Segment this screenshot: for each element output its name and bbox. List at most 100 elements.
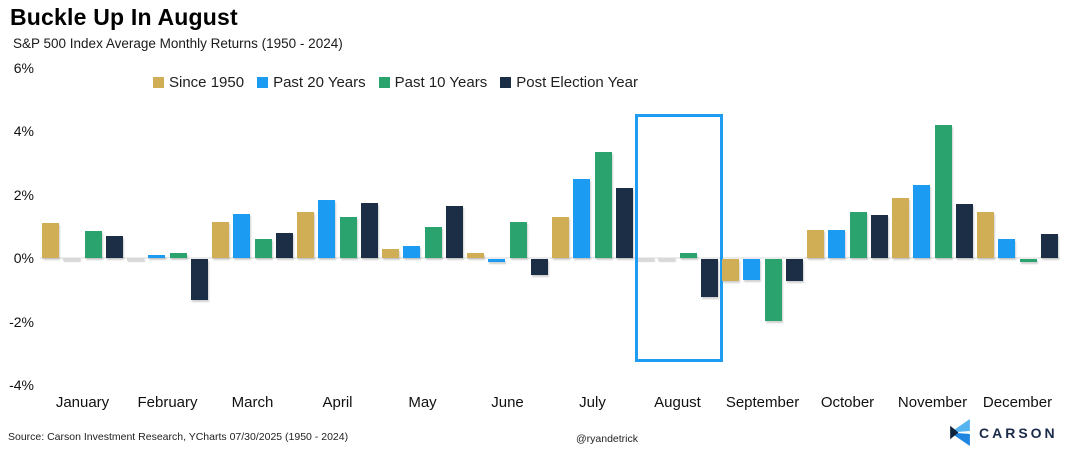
bar-december-past-20-years bbox=[998, 239, 1016, 259]
bar-november-since-1950 bbox=[892, 197, 910, 259]
bar-october-past-10-years bbox=[849, 212, 867, 259]
bar-august-since-1950 bbox=[637, 258, 655, 261]
bar-may-since-1950 bbox=[382, 248, 400, 259]
legend-item-4: Post Election Year bbox=[500, 74, 638, 91]
bar-february-past-10-years bbox=[169, 253, 187, 259]
y-tick-label: 4% bbox=[13, 123, 34, 140]
bar-february-since-1950 bbox=[127, 258, 145, 261]
bar-march-post-election-year bbox=[275, 232, 293, 259]
carson-chevron-icon bbox=[950, 419, 970, 446]
bar-december-post-election-year bbox=[1040, 234, 1058, 259]
legend-item-3: Past 10 Years bbox=[378, 74, 488, 91]
carson-logo: CARSON bbox=[948, 419, 1058, 446]
month-group-march bbox=[210, 68, 295, 385]
bar-april-past-20-years bbox=[318, 199, 336, 259]
legend-swatch-icon bbox=[500, 77, 512, 88]
bar-may-post-election-year bbox=[445, 205, 463, 259]
bar-july-past-10-years bbox=[594, 152, 612, 259]
x-tick-label-april: April bbox=[322, 394, 353, 411]
bar-february-past-20-years bbox=[148, 255, 166, 259]
author-handle: @ryandetrick bbox=[576, 433, 639, 445]
x-tick-label-august: August bbox=[654, 394, 701, 411]
legend-swatch-icon bbox=[153, 77, 164, 88]
month-group-april bbox=[295, 68, 380, 385]
legend-label: Post Election Year bbox=[516, 74, 638, 91]
bar-september-post-election-year bbox=[785, 259, 803, 282]
bar-october-post-election-year bbox=[870, 215, 888, 259]
legend-label: Since 1950 bbox=[169, 74, 245, 91]
month-group-august bbox=[635, 68, 723, 385]
bar-august-past-10-years bbox=[679, 253, 697, 259]
chart-legend: Since 1950 Past 20 Years Past 10 Years Post… bbox=[153, 74, 638, 91]
month-group-july bbox=[550, 68, 635, 385]
chart-subtitle: S&P 500 Index Average Monthly Returns (1… bbox=[13, 36, 343, 51]
bar-december-past-10-years bbox=[1019, 259, 1037, 263]
bar-june-past-10-years bbox=[509, 221, 527, 259]
bar-june-since-1950 bbox=[467, 253, 485, 259]
bar-january-past-20-years bbox=[63, 258, 81, 261]
bar-january-since-1950 bbox=[42, 223, 60, 259]
x-tick-label-may: May bbox=[408, 394, 437, 411]
bar-march-past-10-years bbox=[254, 239, 272, 259]
bar-january-past-10-years bbox=[84, 231, 102, 259]
y-tick-label: -4% bbox=[9, 377, 34, 393]
y-tick-label: 6% bbox=[13, 60, 34, 76]
bar-march-past-20-years bbox=[233, 213, 251, 259]
bar-january-post-election-year bbox=[105, 236, 123, 259]
x-tick-label-june: June bbox=[491, 394, 524, 411]
bar-december-since-1950 bbox=[977, 212, 995, 259]
bar-june-post-election-year bbox=[530, 259, 548, 276]
zero-gridline bbox=[40, 257, 1060, 260]
bar-april-post-election-year bbox=[360, 202, 378, 259]
bar-april-past-10-years bbox=[339, 216, 357, 259]
bar-august-post-election-year bbox=[700, 259, 718, 298]
brand-name: CARSON bbox=[979, 424, 1058, 441]
bar-october-past-20-years bbox=[828, 229, 846, 259]
month-group-february bbox=[125, 68, 210, 385]
x-tick-label-march: March bbox=[231, 394, 274, 411]
plot-area bbox=[40, 68, 1060, 385]
y-tick-label: -2% bbox=[9, 313, 34, 330]
month-group-october bbox=[805, 68, 890, 385]
bar-november-past-20-years bbox=[913, 185, 931, 259]
bar-may-past-20-years bbox=[403, 245, 421, 259]
x-tick-label-october: October bbox=[820, 394, 875, 411]
month-group-may bbox=[380, 68, 465, 385]
x-tick-label-november: November bbox=[897, 394, 968, 411]
legend-label: Past 20 Years bbox=[273, 74, 366, 91]
month-group-november bbox=[890, 68, 975, 385]
bar-september-since-1950 bbox=[722, 259, 740, 282]
x-tick-label-september: September bbox=[725, 394, 800, 411]
legend-swatch-icon bbox=[257, 77, 269, 88]
bar-april-since-1950 bbox=[297, 212, 315, 259]
y-tick-label: 2% bbox=[13, 186, 34, 203]
bar-july-post-election-year bbox=[615, 188, 633, 259]
bar-chart: 6% 4% 2% 0% -2% -4% bbox=[0, 60, 1080, 393]
bar-september-past-20-years bbox=[743, 259, 761, 280]
bar-february-post-election-year bbox=[190, 259, 208, 301]
bar-september-past-10-years bbox=[764, 259, 782, 321]
month-group-january bbox=[40, 68, 125, 385]
bar-july-past-20-years bbox=[573, 178, 591, 259]
august-highlight-box bbox=[635, 113, 723, 362]
bar-november-past-10-years bbox=[934, 125, 952, 259]
bar-august-past-20-years bbox=[658, 258, 676, 261]
legend-swatch-icon bbox=[378, 77, 390, 88]
bar-july-since-1950 bbox=[552, 216, 570, 259]
x-tick-label-february: February bbox=[137, 394, 198, 411]
bar-october-since-1950 bbox=[807, 229, 825, 259]
bar-march-since-1950 bbox=[212, 221, 230, 259]
legend-item-2: Past 20 Years bbox=[257, 74, 366, 91]
legend-label: Past 10 Years bbox=[394, 74, 488, 91]
bar-november-post-election-year bbox=[955, 204, 973, 259]
month-group-june bbox=[465, 68, 550, 385]
source-note: Source: Carson Investment Research, YCha… bbox=[8, 431, 349, 443]
bar-june-past-20-years bbox=[488, 259, 506, 263]
x-axis: January February March April May June July Augu… bbox=[40, 394, 1060, 411]
month-group-september bbox=[720, 68, 805, 385]
legend-item-1: Since 1950 bbox=[153, 74, 244, 91]
x-tick-label-january: January bbox=[55, 394, 110, 411]
x-tick-label-december: December bbox=[982, 394, 1053, 411]
bar-may-past-10-years bbox=[424, 226, 442, 259]
month-group-december bbox=[975, 68, 1060, 385]
